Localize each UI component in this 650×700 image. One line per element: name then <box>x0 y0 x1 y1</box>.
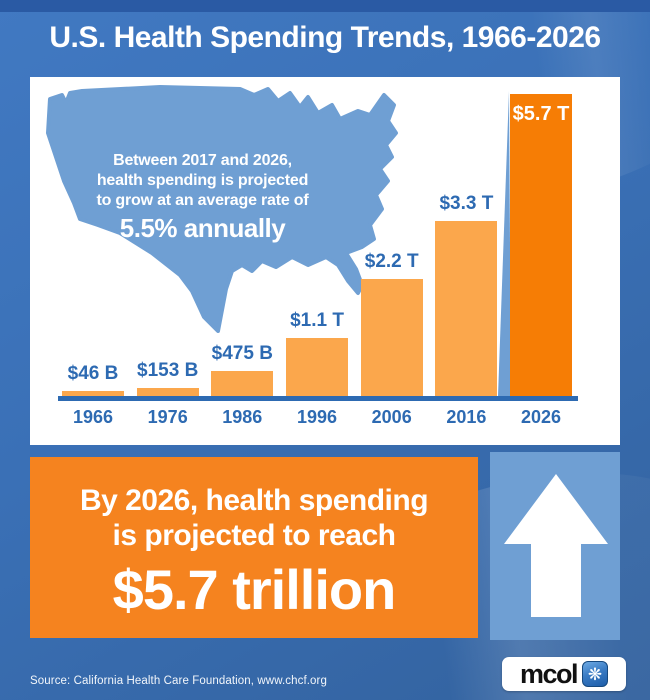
bar-1986 <box>211 371 274 396</box>
trend-wedge-shape <box>498 91 511 396</box>
us-map-shape <box>46 85 398 333</box>
top-accent-bar <box>0 0 650 12</box>
map-callout-line: to grow at an average rate of <box>96 192 309 209</box>
page-title: U.S. Health Spending Trends, 1966-2026 <box>49 21 601 54</box>
up-arrow-icon <box>504 474 608 617</box>
trend-wedge-icon <box>498 91 511 396</box>
x-axis-line <box>58 396 578 401</box>
mcol-logo: mcol ❋ <box>502 657 626 691</box>
bar-value-label: $3.3 T <box>439 193 494 214</box>
x-tick-label: 2006 <box>371 407 412 427</box>
source-text: Source: California Health Care Foundatio… <box>30 675 327 687</box>
mcol-asterisk-icon: ❋ <box>582 661 609 687</box>
bar-value-label: $475 B <box>211 343 273 364</box>
x-tick-label: 1996 <box>296 407 338 427</box>
x-tick-label: 1966 <box>72 407 114 427</box>
bar-2026 <box>510 94 572 396</box>
bar-1966 <box>62 391 124 396</box>
bar-value-label: $5.7 T <box>512 103 570 125</box>
us-map-icon <box>46 85 398 333</box>
bar-value-label: $153 B <box>137 360 199 381</box>
bar-1976 <box>136 388 199 396</box>
bar-value-label: $1.1 T <box>290 310 344 331</box>
x-tick-label: 1986 <box>222 407 263 427</box>
up-arrow-box <box>490 452 620 640</box>
map-callout-line: health spending is projected <box>96 172 309 189</box>
x-tick-label: 2016 <box>446 407 487 427</box>
map-callout-line: Between 2017 and 2026, <box>113 152 292 169</box>
summary-highlight: $5.7 trillion <box>112 558 397 621</box>
summary-line: is projected to reach <box>112 519 396 552</box>
x-tick-label: 2026 <box>520 407 562 427</box>
mcol-logo-text: mcol <box>519 658 579 689</box>
summary-line: By 2026, health spending <box>79 484 429 517</box>
bar-2006 <box>360 279 423 396</box>
summary-box: By 2026, health spending is projected to… <box>30 457 478 638</box>
x-tick-label: 1976 <box>147 407 188 427</box>
bar-value-label: $2.2 T <box>364 251 419 272</box>
bar-2016 <box>435 221 498 396</box>
bar-value-label: $46 B <box>67 363 119 384</box>
bar-1996 <box>286 338 348 396</box>
map-callout: Between 2017 and 2026, health spending i… <box>50 151 355 243</box>
map-callout-highlight: 5.5% annually <box>119 213 286 243</box>
chart-panel: Between 2017 and 2026, health spending i… <box>30 77 620 445</box>
